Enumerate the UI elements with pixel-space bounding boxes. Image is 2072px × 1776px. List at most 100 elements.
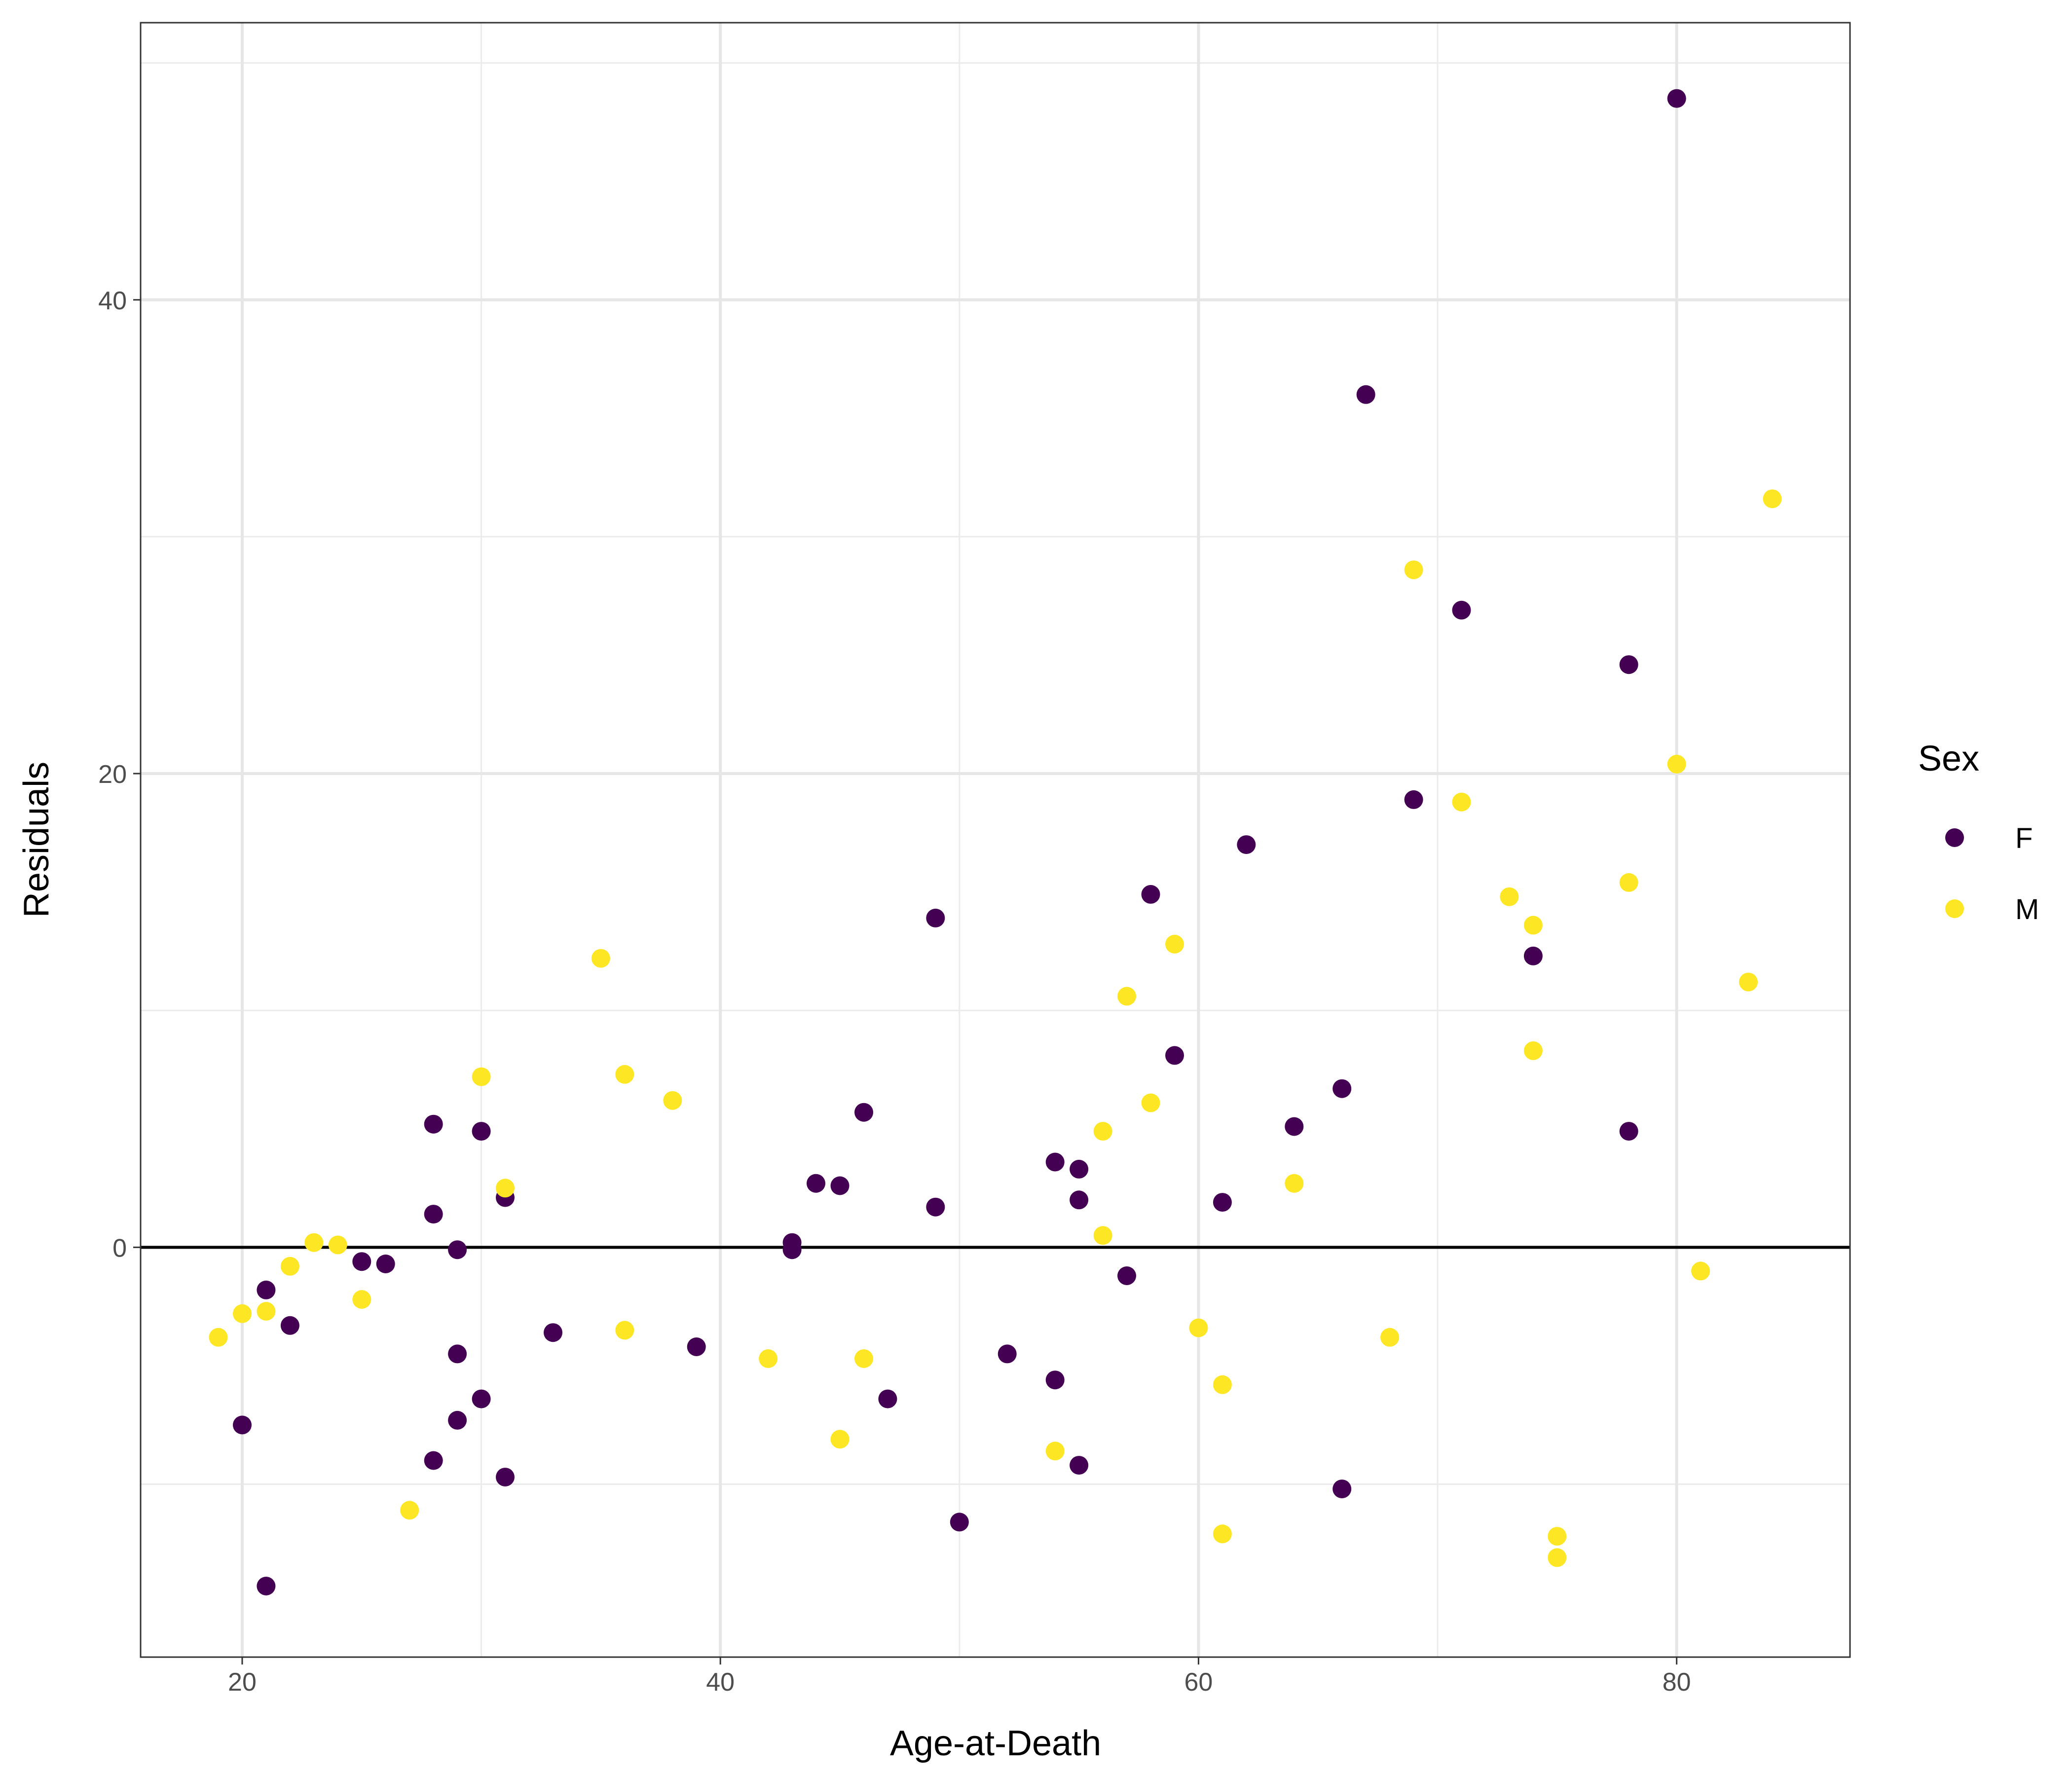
data-point-f: [1523, 946, 1543, 965]
data-point-m: [1548, 1527, 1567, 1546]
data-point-f: [998, 1344, 1017, 1364]
data-point-f: [352, 1252, 371, 1271]
data-point-f: [233, 1415, 252, 1435]
plot-panel: [141, 23, 1850, 1657]
data-point-m: [1380, 1328, 1400, 1347]
data-point-m: [1500, 887, 1519, 906]
data-point-m: [496, 1179, 515, 1198]
data-point-m: [854, 1349, 873, 1368]
data-point-f: [687, 1337, 706, 1356]
data-point-m: [591, 949, 610, 968]
data-point-m: [1285, 1174, 1304, 1193]
data-point-f: [807, 1174, 825, 1193]
data-point-m: [1117, 987, 1136, 1006]
data-point-m: [1404, 560, 1423, 580]
y-axis-ticks: 0 20 40: [98, 287, 141, 1262]
data-point-f: [424, 1114, 443, 1134]
data-point-f: [448, 1410, 467, 1430]
data-point-f: [1452, 600, 1471, 620]
y-tick-label: 0: [112, 1234, 127, 1262]
data-point-f: [878, 1389, 897, 1408]
data-point-m: [328, 1235, 347, 1255]
data-point-f: [1667, 89, 1686, 108]
data-point-f: [1332, 1079, 1352, 1098]
data-point-m: [472, 1067, 491, 1086]
data-point-m: [1739, 972, 1758, 992]
data-point-f: [280, 1316, 299, 1335]
legend-label-m: M: [2015, 893, 2039, 925]
data-point-f: [1356, 385, 1375, 404]
data-point-m: [257, 1302, 276, 1321]
legend-key-m: [1945, 899, 1964, 918]
data-point-m: [280, 1257, 299, 1276]
y-axis-title: Residuals: [17, 762, 56, 918]
data-point-f: [424, 1205, 443, 1224]
data-point-f: [1045, 1152, 1065, 1172]
data-point-m: [1691, 1261, 1710, 1281]
x-tick-label: 60: [1184, 1668, 1213, 1697]
data-point-m: [209, 1328, 228, 1347]
y-tick-label: 40: [98, 287, 127, 315]
data-point-m: [830, 1430, 850, 1449]
data-point-m: [304, 1233, 324, 1252]
data-point-f: [1213, 1193, 1232, 1212]
data-point-m: [1548, 1548, 1567, 1567]
data-point-f: [1237, 835, 1256, 854]
data-point-f: [1070, 1159, 1089, 1179]
legend-key-f: [1945, 828, 1964, 847]
data-point-m: [1619, 873, 1638, 892]
data-point-m: [1045, 1442, 1065, 1461]
legend: Sex F M: [1918, 739, 2039, 925]
data-point-m: [1165, 934, 1184, 954]
data-point-m: [1141, 1093, 1160, 1112]
data-point-m: [1763, 489, 1782, 509]
data-point-m: [663, 1091, 682, 1110]
data-point-f: [1619, 655, 1638, 674]
data-point-f: [1619, 1122, 1638, 1141]
data-point-f: [830, 1176, 850, 1195]
data-point-f: [782, 1240, 802, 1259]
data-point-f: [1070, 1190, 1089, 1210]
x-tick-label: 20: [228, 1668, 257, 1697]
data-point-f: [1332, 1480, 1352, 1499]
data-point-f: [544, 1323, 562, 1342]
x-tick-label: 80: [1663, 1668, 1691, 1697]
data-point-m: [759, 1349, 778, 1368]
data-point-m: [1523, 916, 1543, 935]
data-point-f: [424, 1451, 443, 1470]
data-point-f: [1285, 1117, 1304, 1136]
data-point-m: [615, 1321, 634, 1340]
data-point-f: [950, 1513, 969, 1532]
legend-label-f: F: [2015, 822, 2033, 854]
data-point-f: [376, 1255, 395, 1273]
data-point-f: [1404, 790, 1423, 809]
data-point-f: [1141, 885, 1160, 904]
x-axis-title: Age-at-Death: [890, 1724, 1101, 1763]
data-point-m: [1093, 1226, 1112, 1245]
data-point-f: [1117, 1266, 1136, 1285]
data-point-f: [448, 1240, 467, 1259]
minor-gridlines: [141, 23, 1850, 1657]
data-point-m: [1452, 792, 1471, 812]
data-point-m: [233, 1304, 252, 1323]
legend-title: Sex: [1918, 739, 1979, 778]
data-point-m: [1523, 1041, 1543, 1060]
data-point-f: [472, 1389, 491, 1408]
data-point-f: [926, 908, 945, 927]
data-point-m: [352, 1290, 371, 1309]
plot-border: [140, 22, 1851, 1658]
data-point-f: [257, 1577, 276, 1595]
data-point-f: [1045, 1370, 1065, 1390]
data-point-f: [257, 1280, 276, 1299]
data-points: [209, 89, 1782, 1595]
y-tick-label: 20: [98, 760, 127, 789]
data-point-m: [400, 1501, 419, 1520]
data-point-m: [1189, 1318, 1208, 1337]
data-point-m: [1093, 1122, 1112, 1141]
data-point-m: [1213, 1524, 1232, 1544]
x-axis-ticks: 20 40 60 80: [228, 1657, 1691, 1697]
x-tick-label: 40: [706, 1668, 735, 1697]
data-point-f: [448, 1344, 467, 1364]
data-point-f: [496, 1468, 515, 1487]
data-point-m: [1213, 1375, 1232, 1394]
